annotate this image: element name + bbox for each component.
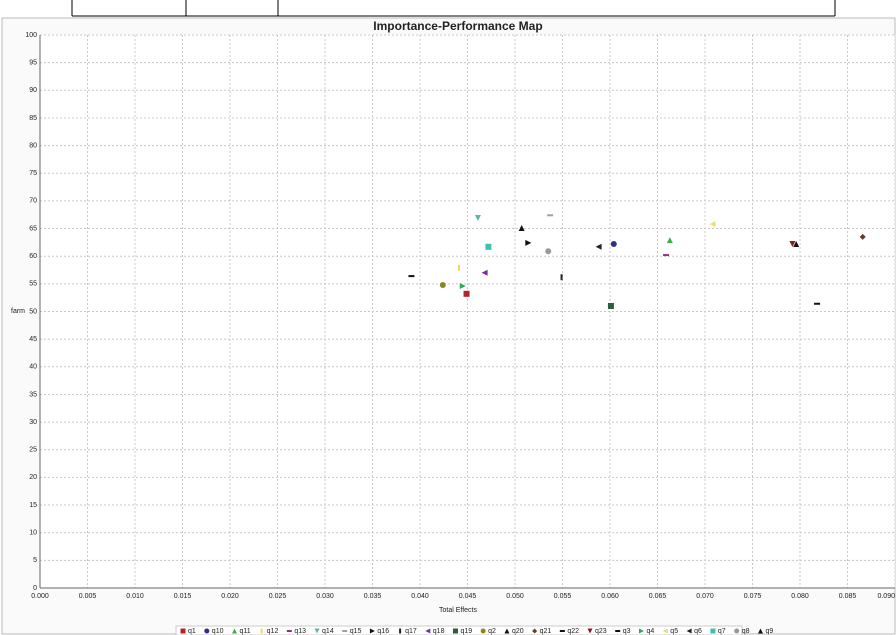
y-tick-label: 85 (29, 115, 37, 122)
y-tick-label: 50 (29, 308, 37, 315)
legend-label: q13 (294, 628, 306, 635)
marker (547, 214, 553, 216)
y-tick-label: 55 (29, 281, 37, 288)
legend-label: q21 (540, 628, 552, 635)
legend-label: q6 (694, 628, 702, 635)
legend-label: q20 (512, 628, 524, 635)
chart: Importance-Performance Map Total Effects… (0, 0, 896, 635)
x-tick-label: 0.035 (364, 593, 382, 600)
legend-label: q9 (765, 628, 773, 635)
y-tick-label: 5 (33, 557, 37, 564)
legend-marker (287, 630, 292, 632)
legend-marker (615, 630, 620, 632)
x-tick-label: 0.085 (839, 593, 857, 600)
x-tick-label: 0.000 (31, 593, 49, 600)
legend-label: q17 (405, 628, 417, 635)
marker (814, 303, 820, 305)
legend-marker (261, 629, 263, 634)
x-tick-label: 0.075 (744, 593, 762, 600)
legend-label: q18 (433, 628, 445, 635)
legend-label: q22 (567, 628, 579, 635)
x-tick-label: 0.050 (506, 593, 524, 600)
marker (608, 303, 614, 309)
legend-label: q8 (742, 628, 750, 635)
y-tick-label: 0 (33, 585, 37, 592)
marker (408, 275, 414, 277)
y-tick-label: 75 (29, 170, 37, 177)
legend-marker (481, 629, 486, 634)
y-tick-label: 60 (29, 253, 37, 260)
x-tick-label: 0.005 (79, 593, 97, 600)
marker (485, 244, 491, 250)
y-tick-label: 95 (29, 59, 37, 66)
legend-label: q15 (350, 628, 362, 635)
legend-marker (181, 629, 186, 634)
legend-label: q23 (595, 628, 607, 635)
x-tick-label: 0.025 (269, 593, 287, 600)
legend-marker (399, 629, 401, 634)
x-tick-label: 0.015 (174, 593, 192, 600)
y-tick-label: 40 (29, 364, 37, 371)
legend-label: q5 (670, 628, 678, 635)
marker (464, 291, 470, 297)
marker (663, 254, 669, 256)
legend-marker (342, 630, 347, 632)
legend-marker (204, 629, 209, 634)
marker (561, 274, 563, 280)
x-tick-label: 0.070 (696, 593, 714, 600)
legend-label: q2 (488, 628, 496, 635)
y-tick-label: 25 (29, 447, 37, 454)
y-axis-label: farm (11, 308, 25, 315)
legend-marker (453, 629, 458, 634)
legend-label: q10 (212, 628, 224, 635)
x-tick-label: 0.055 (554, 593, 572, 600)
x-tick-label: 0.040 (411, 593, 429, 600)
chart-title: Importance-Performance Map (373, 19, 542, 33)
legend-marker (560, 630, 565, 632)
y-tick-label: 65 (29, 225, 37, 232)
y-tick-label: 35 (29, 391, 37, 398)
y-tick-label: 10 (29, 530, 37, 537)
legend-label: q12 (267, 628, 279, 635)
legend-marker (710, 629, 715, 634)
x-tick-label: 0.060 (601, 593, 619, 600)
legend-label: q19 (460, 628, 472, 635)
x-tick-label: 0.010 (126, 593, 144, 600)
marker (440, 282, 446, 288)
y-tick-label: 100 (25, 32, 37, 39)
legend-label: q7 (718, 628, 726, 635)
marker (545, 248, 551, 254)
y-tick-label: 15 (29, 502, 37, 509)
legend-marker (734, 629, 739, 634)
x-tick-label: 0.065 (649, 593, 667, 600)
legend-label: q3 (623, 628, 631, 635)
y-tick-label: 30 (29, 419, 37, 426)
y-tick-label: 90 (29, 87, 37, 94)
legend-label: q1 (188, 628, 196, 635)
marker (458, 265, 460, 271)
y-tick-label: 70 (29, 198, 37, 205)
marker (611, 241, 617, 247)
x-tick-label: 0.020 (221, 593, 239, 600)
y-tick-label: 80 (29, 142, 37, 149)
x-tick-label: 0.080 (791, 593, 809, 600)
legend-label: q11 (239, 628, 250, 635)
y-tick-label: 20 (29, 474, 37, 481)
legend-label: q16 (377, 628, 389, 635)
x-tick-label: 0.030 (316, 593, 334, 600)
x-tick-label: 0.045 (459, 593, 477, 600)
x-axis-label: Total Effects (439, 607, 478, 614)
x-tick-label: 0.090 (877, 593, 895, 600)
legend-label: q4 (647, 628, 655, 635)
y-tick-label: 45 (29, 336, 37, 343)
legend-label: q14 (322, 628, 334, 635)
